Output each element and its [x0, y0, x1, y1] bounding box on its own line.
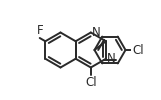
Text: Cl: Cl — [133, 44, 144, 56]
Text: Cl: Cl — [85, 76, 97, 88]
Text: F: F — [36, 24, 43, 37]
Text: N: N — [92, 26, 101, 39]
Text: N: N — [107, 52, 116, 65]
